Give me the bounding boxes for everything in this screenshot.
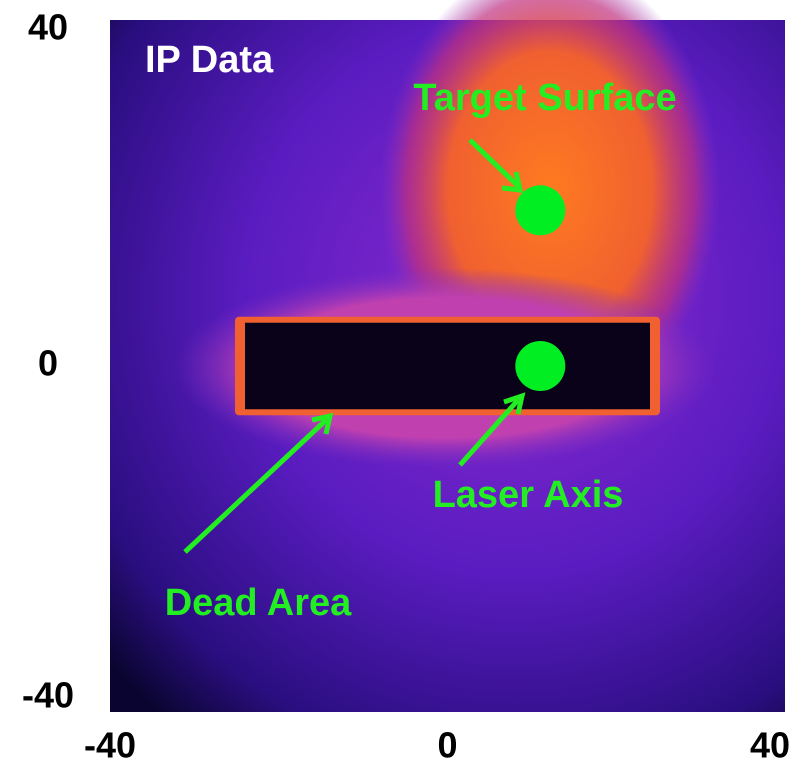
x-tick-label: 0 <box>437 725 457 766</box>
y-tick-label: 40 <box>28 7 68 48</box>
marker <box>515 341 565 391</box>
marker-label: Laser Axis <box>433 474 624 516</box>
dead-area-label: Dead Area <box>165 582 352 624</box>
x-tick-label: 40 <box>750 725 790 766</box>
y-tick-label: 0 <box>38 343 58 384</box>
y-tick-label: -40 <box>22 675 74 716</box>
chart-title: IP Data <box>145 39 274 81</box>
dead-area <box>245 323 650 410</box>
marker-label: Target Surface <box>413 77 676 119</box>
x-tick-label: -40 <box>84 725 136 766</box>
chart: IP Data -40 0 40 -40 0 40 Dead Area Target Surf… <box>0 0 812 775</box>
